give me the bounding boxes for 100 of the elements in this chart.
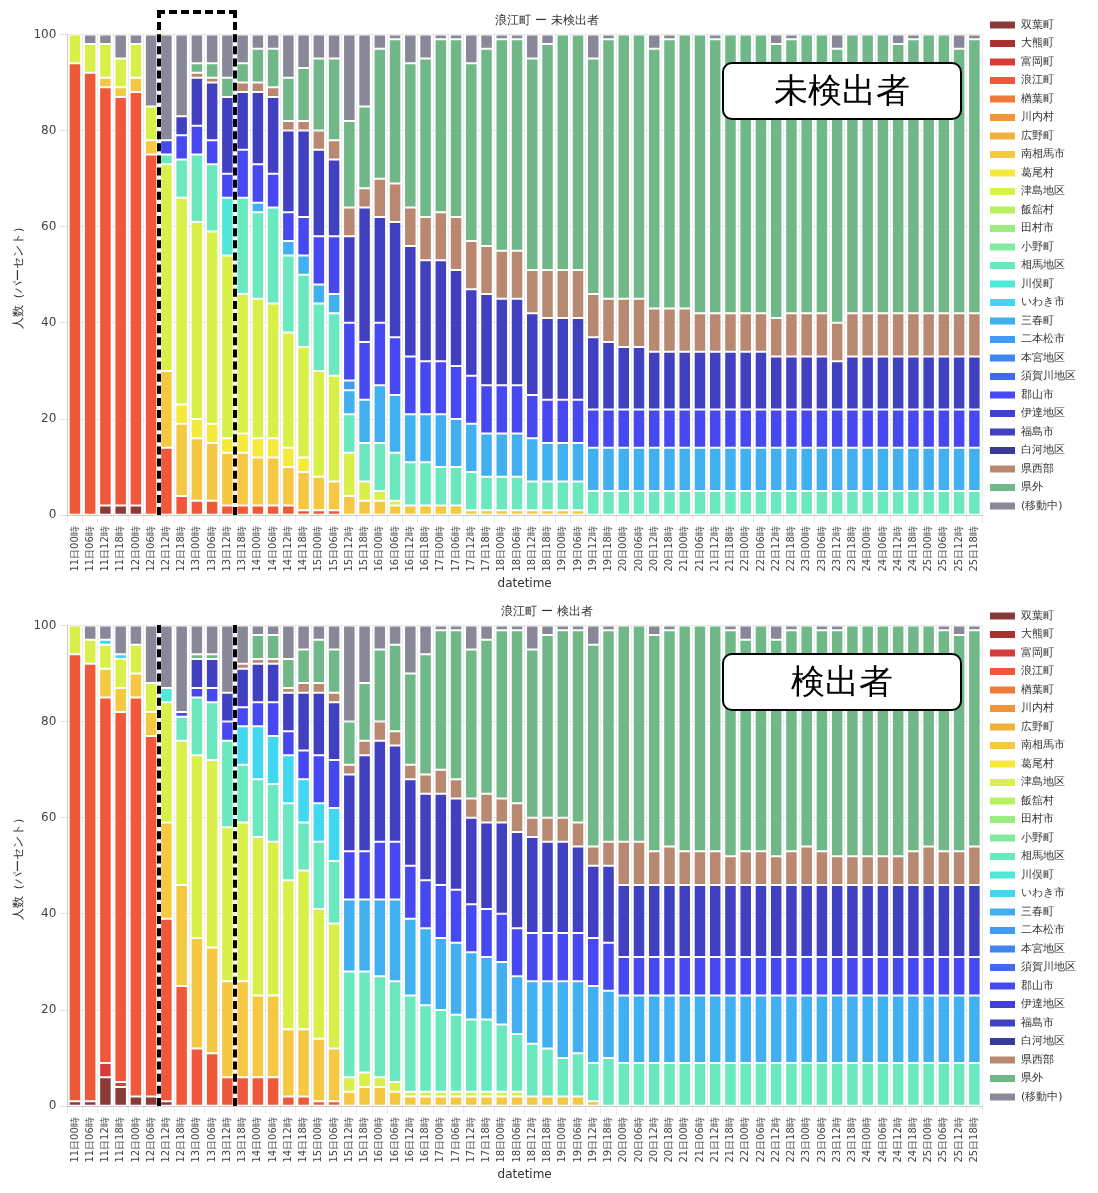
x-tick-label: 24日12時 (891, 1117, 903, 1163)
x-tick-label: 17日00時 (434, 1117, 446, 1163)
x-tick-label: 12日18時 (175, 526, 187, 572)
x-tick-label: 21日12時 (708, 1117, 720, 1163)
x-tick-label: 12日00時 (129, 526, 141, 572)
x-tick-label: 13日12時 (220, 526, 232, 572)
x-tick-label: 12日06時 (144, 1117, 156, 1163)
legend-label: (移動中) (1021, 1089, 1063, 1103)
legend-label: 大熊町 (1021, 36, 1054, 50)
legend-label: 相馬地区 (1021, 849, 1065, 863)
x-tick-label: 20日06時 (632, 1117, 644, 1163)
y-tick-label: 20 (41, 1002, 57, 1017)
legend-label: 川内村 (1021, 110, 1054, 124)
legend-label: 津島地区 (1021, 775, 1065, 789)
x-tick-label: 19日00時 (556, 1117, 568, 1163)
legend-label: 須賀川地区 (1021, 369, 1076, 383)
x-tick-label: 16日06時 (388, 526, 400, 572)
legend-label: 小野町 (1021, 239, 1054, 253)
x-tick-label: 19日06時 (571, 1117, 583, 1163)
legend-label: 富岡町 (1021, 54, 1054, 68)
x-tick-label: 17日00時 (434, 526, 446, 572)
legend-label: 県外 (1021, 1071, 1043, 1085)
x-tick-label: 23日12時 (830, 1117, 842, 1163)
y-axis-title: 人数（パーセント） (11, 811, 26, 920)
x-tick-label: 14日12時 (281, 526, 293, 572)
x-tick-label: 24日00時 (861, 526, 873, 572)
x-tick-label: 13日06時 (205, 1117, 217, 1163)
legend-label: 白河地区 (1021, 443, 1065, 457)
y-axis-title: 人数（パーセント） (11, 220, 26, 329)
y-tick-label: 80 (41, 122, 57, 137)
x-tick-label: 24日06時 (876, 526, 888, 572)
legend-label: 県外 (1021, 480, 1043, 494)
x-tick-label: 22日06時 (754, 526, 766, 572)
x-tick-label: 23日18時 (846, 526, 858, 572)
x-tick-label: 25日06時 (937, 1117, 949, 1163)
x-tick-label: 25日00時 (922, 526, 934, 572)
legend-label: 双葉町 (1021, 17, 1054, 31)
x-tick-label: 17日06時 (449, 1117, 461, 1163)
x-tick-label: 12日00時 (129, 1117, 141, 1163)
x-tick-label: 25日18時 (967, 526, 979, 572)
legend-label: 広野町 (1021, 128, 1054, 142)
legend-label: 楢葉町 (1021, 91, 1054, 105)
legend-label: 田村市 (1021, 812, 1054, 826)
legend-label: 南相馬市 (1021, 147, 1065, 161)
legend-label: 須賀川地区 (1021, 960, 1076, 974)
x-tick-label: 15日06時 (327, 1117, 339, 1163)
legend-label: 三春町 (1021, 313, 1054, 327)
y-tick-label: 60 (41, 218, 57, 233)
x-tick-label: 25日06時 (937, 526, 949, 572)
x-tick-label: 25日00時 (922, 1117, 934, 1163)
legend-label: 伊達地区 (1021, 406, 1065, 420)
x-tick-label: 22日00時 (739, 1117, 751, 1163)
x-tick-label: 20日12時 (647, 526, 659, 572)
legend-label: 富岡町 (1021, 645, 1054, 659)
x-tick-label: 23日12時 (830, 526, 842, 572)
legend-label: 二本松市 (1021, 923, 1065, 937)
x-tick-label: 16日00時 (373, 526, 385, 572)
x-tick-label: 16日12時 (403, 526, 415, 572)
x-tick-label: 15日00時 (312, 526, 324, 572)
y-tick-label: 20 (41, 411, 57, 426)
x-tick-label: 25日12時 (952, 1117, 964, 1163)
legend-label: 小野町 (1021, 830, 1054, 844)
x-tick-label: 16日00時 (373, 1117, 385, 1163)
legend-label: (移動中) (1021, 498, 1063, 512)
x-tick-label: 24日18時 (906, 1117, 918, 1163)
x-tick-label: 14日06時 (266, 526, 278, 572)
x-tick-label: 21日06時 (693, 1117, 705, 1163)
legend-label: 楢葉町 (1021, 682, 1054, 696)
x-tick-label: 11日18時 (114, 1117, 126, 1163)
y-tick-label: 100 (33, 617, 57, 632)
y-tick-label: 0 (48, 1098, 57, 1113)
legend-label: 川内村 (1021, 701, 1054, 715)
x-tick-label: 21日18時 (724, 1117, 736, 1163)
x-tick-label: 24日06時 (876, 1117, 888, 1163)
x-tick-label: 17日06時 (449, 526, 461, 572)
legend-label: 広野町 (1021, 719, 1054, 733)
x-tick-label: 12日12時 (159, 526, 171, 572)
x-tick-label: 21日18時 (724, 526, 736, 572)
x-tick-label: 19日18時 (602, 526, 614, 572)
chart-title: 浪江町 ー 検出者 (501, 604, 593, 619)
x-tick-label: 13日06時 (205, 526, 217, 572)
x-tick-label: 18日00時 (495, 1117, 507, 1163)
x-tick-label: 14日00時 (251, 526, 263, 572)
x-tick-label: 13日18時 (236, 1117, 248, 1163)
annotation: 検出者 (791, 660, 893, 704)
legend-label: 本宮地区 (1021, 350, 1065, 364)
x-tick-label: 14日06時 (266, 1117, 278, 1163)
x-tick-label: 19日18時 (602, 1117, 614, 1163)
y-tick-label: 40 (41, 314, 57, 329)
legend-label: 南相馬市 (1021, 738, 1065, 752)
legend-label: 郡山市 (1021, 387, 1054, 401)
x-tick-label: 14日00時 (251, 1117, 263, 1163)
x-tick-label: 11日00時 (68, 1117, 80, 1163)
x-tick-label: 17日12時 (464, 1117, 476, 1163)
x-tick-label: 15日18時 (358, 526, 370, 572)
x-tick-label: 20日12時 (647, 1117, 659, 1163)
y-tick-label: 40 (41, 905, 57, 920)
y-tick-label: 60 (41, 809, 57, 824)
y-tick-label: 100 (33, 26, 57, 41)
x-tick-label: 24日00時 (861, 1117, 873, 1163)
